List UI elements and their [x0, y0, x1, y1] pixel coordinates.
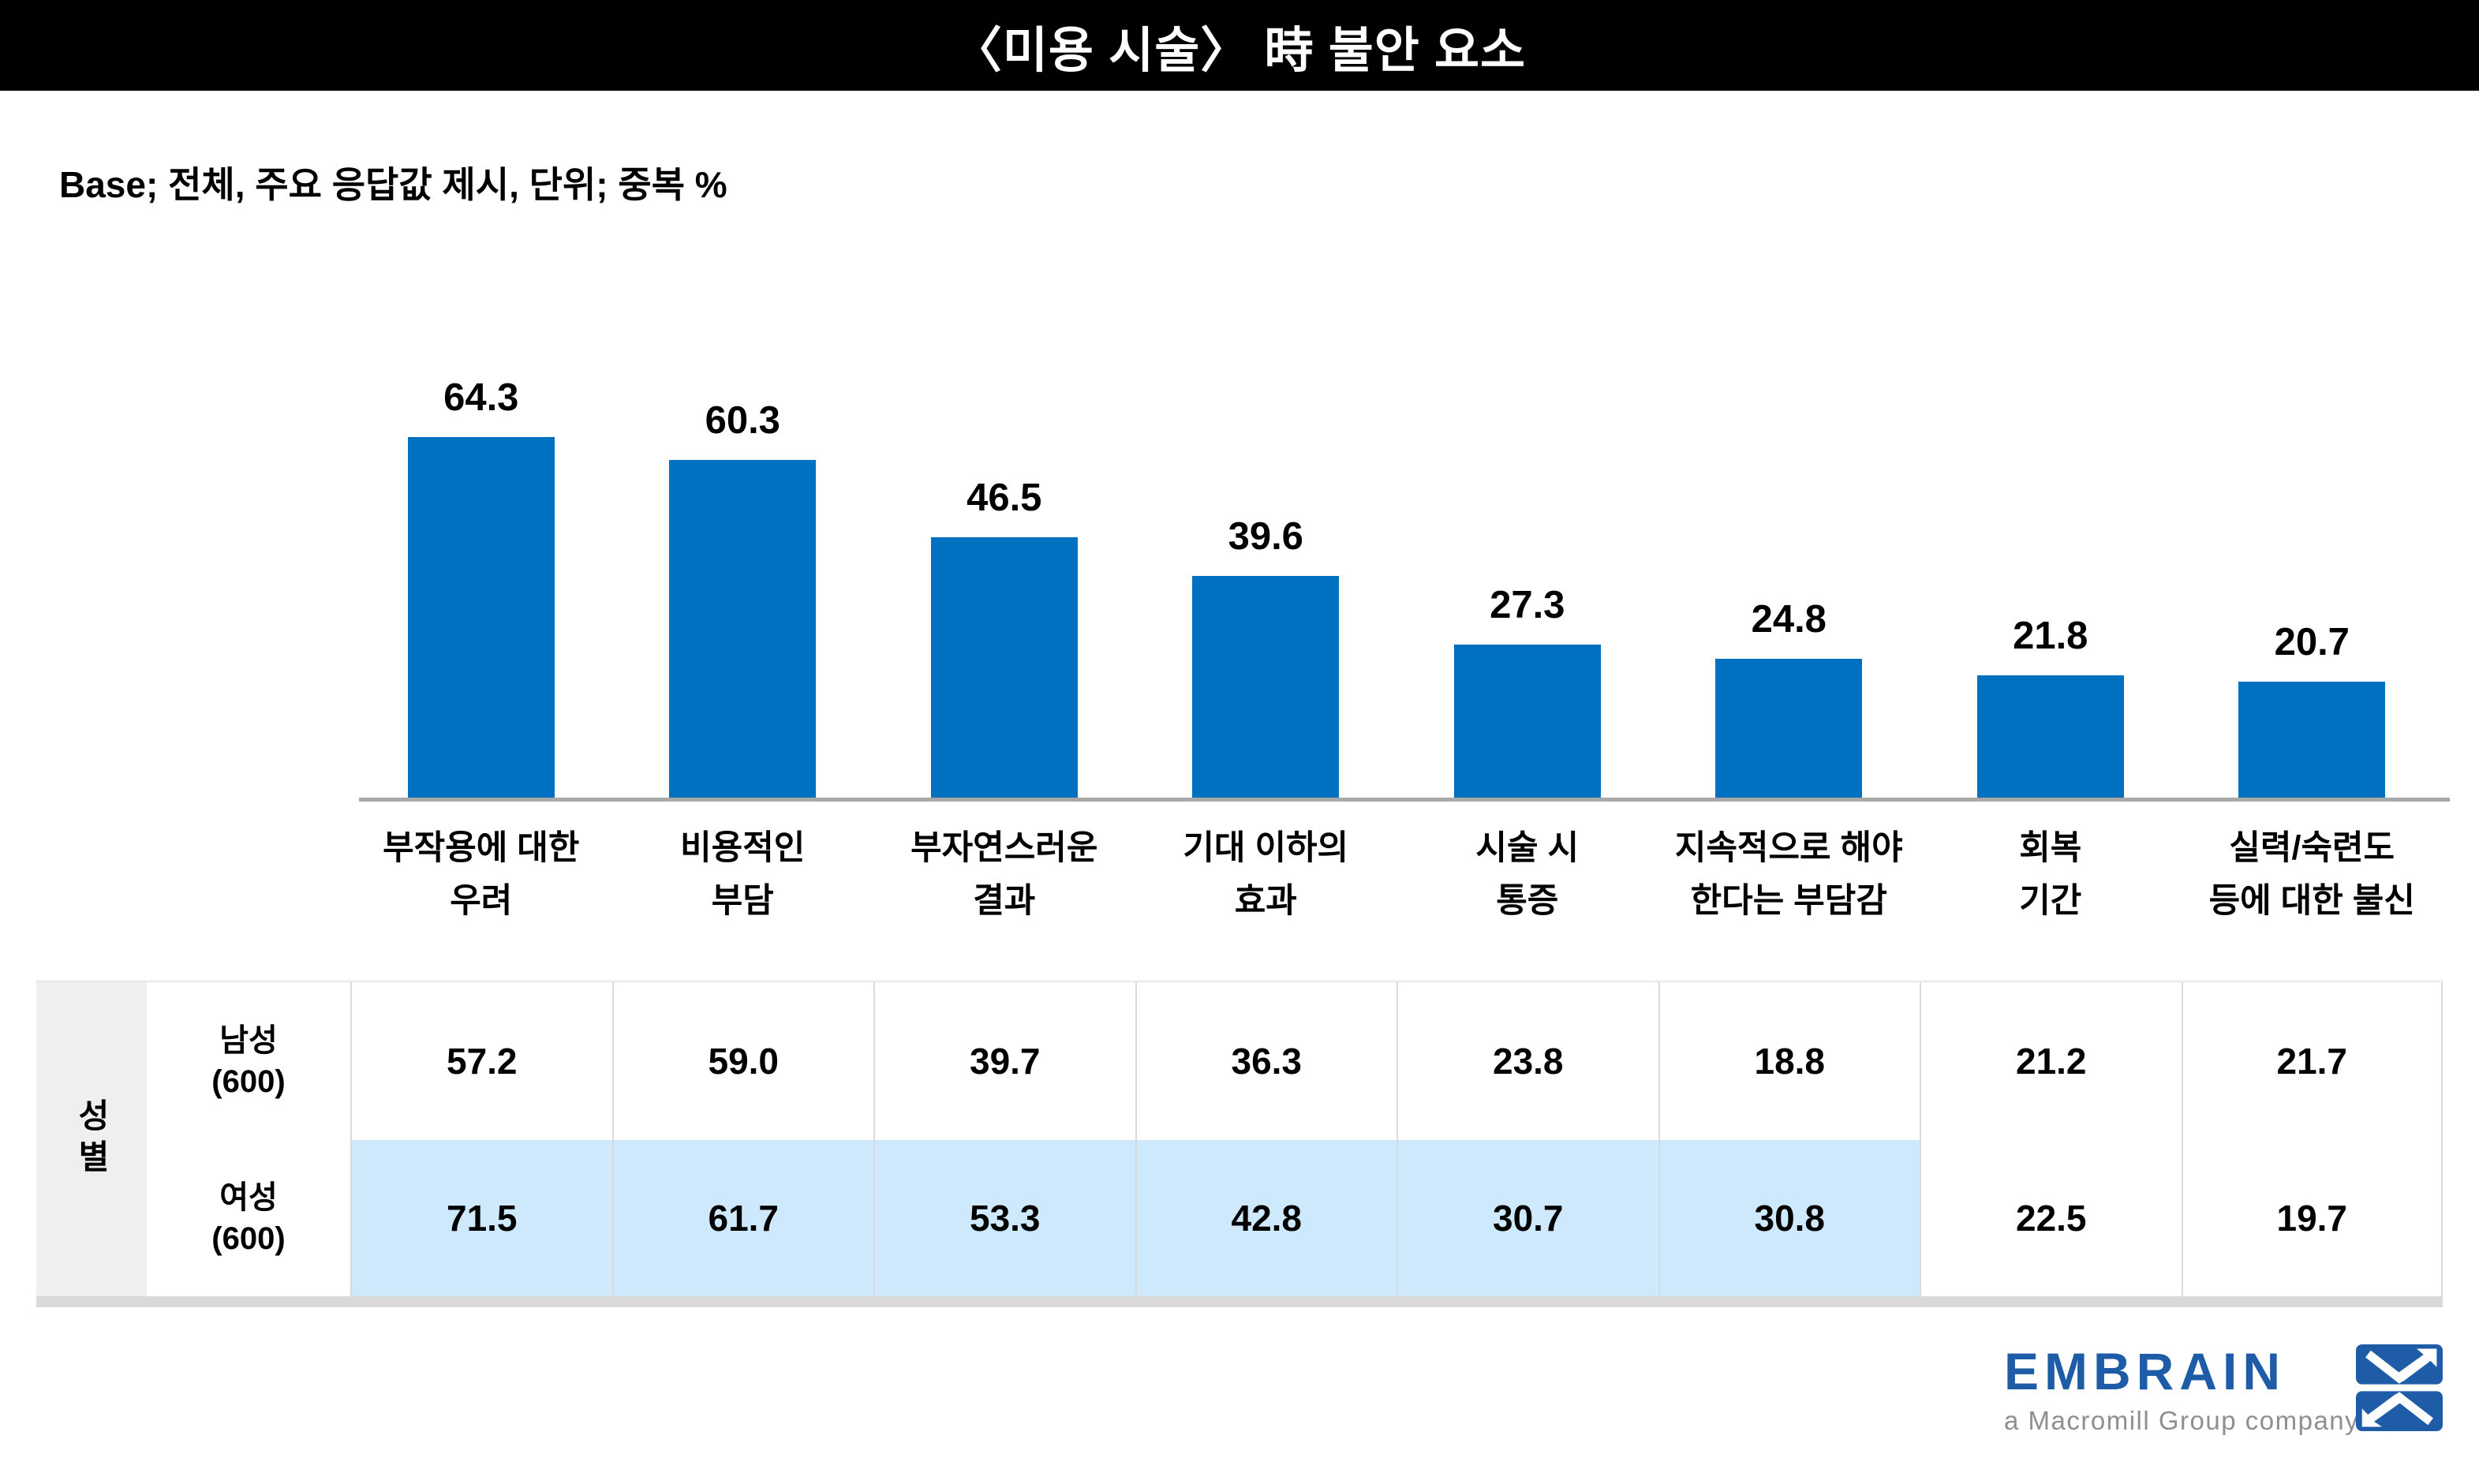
row-label-text: 여성 — [219, 1180, 278, 1215]
bar — [669, 460, 817, 798]
chart-bar-group: 46.5 — [873, 476, 1135, 798]
embrain-logo: EMBRAIN a Macromill Group company — [2004, 1341, 2360, 1436]
bar-value-label: 21.8 — [2013, 615, 2088, 657]
bar-value-label: 46.5 — [967, 477, 1042, 519]
chart-bars: 64.3 60.3 46.5 39.6 27.3 24.8 21.8 20.7 — [350, 284, 2443, 798]
category-label: 회복 기간 — [2019, 829, 2082, 920]
table-cell: 36.3 — [1135, 982, 1397, 1140]
bar — [2238, 682, 2386, 798]
title-bar: 〈미용 시술〉 時 불안 요소 — [0, 0, 2479, 91]
table-cell: 42.8 — [1135, 1140, 1397, 1296]
table-cell: 19.7 — [2181, 1140, 2443, 1296]
category-label: 시술 시 통증 — [1475, 829, 1580, 920]
bar-value-label: 60.3 — [705, 399, 780, 442]
table-cell: 39.7 — [873, 982, 1135, 1140]
embrain-logo-text: EMBRAIN — [2004, 1342, 2286, 1400]
row-label-base: (600) — [211, 1221, 286, 1256]
row-label-base: (600) — [211, 1064, 286, 1099]
table-cell: 22.5 — [1920, 1140, 2182, 1296]
category-label: 부작용에 대한 우려 — [383, 829, 580, 920]
table-cell: 53.3 — [873, 1140, 1135, 1296]
bar — [1453, 645, 1601, 798]
category-label: 기대 이하의 효과 — [1183, 829, 1349, 920]
bar-value-label: 39.6 — [1228, 515, 1303, 558]
table-group-label: 성별 — [36, 982, 147, 1296]
table-cell: 59.0 — [611, 982, 873, 1140]
table-cell: 57.2 — [350, 982, 612, 1140]
category-label: 실력/숙련도 등에 대한 불신 — [2208, 829, 2415, 920]
macromill-logo-mark — [2356, 1344, 2443, 1431]
base-note: Base; 전체, 주요 응답값 제시, 단위; 중복 % — [59, 164, 727, 205]
chart-axis-line — [359, 798, 2450, 802]
table-cell: 71.5 — [350, 1140, 612, 1296]
category-label: 지속적으로 해야 한다는 부담감 — [1674, 829, 1903, 920]
table-row-label-female: 여성 (600) — [147, 1140, 350, 1296]
chart-bar-group: 64.3 — [350, 376, 612, 798]
bar-value-label: 20.7 — [2274, 621, 2350, 664]
category-label: 부자연스러운 결과 — [910, 829, 1098, 920]
table-cell: 18.8 — [1658, 982, 1920, 1140]
chart-bar-group: 39.6 — [1135, 514, 1397, 798]
bar — [407, 437, 555, 798]
chart-bar-group: 60.3 — [612, 398, 874, 798]
chart-bar-group: 24.8 — [1658, 597, 1920, 798]
table-cell: 21.2 — [1920, 982, 2182, 1140]
bar-value-label: 64.3 — [443, 376, 519, 419]
chart-bar-group: 20.7 — [2182, 620, 2443, 798]
table-cell: 30.7 — [1397, 1140, 1658, 1296]
table-cell: 21.7 — [2181, 982, 2443, 1140]
category-label: 비용적인 부담 — [680, 829, 806, 920]
bar — [1192, 576, 1340, 798]
row-label-text: 남성 — [219, 1023, 278, 1058]
table-cell: 23.8 — [1397, 982, 1658, 1140]
bar — [1976, 675, 2124, 798]
chart-bar-group: 27.3 — [1397, 583, 1658, 798]
bar-value-label: 24.8 — [1751, 598, 1827, 641]
table-cell: 61.7 — [611, 1140, 873, 1296]
chart-bar-group: 21.8 — [1920, 614, 2182, 798]
bar — [930, 537, 1078, 798]
table-bottom-shadow — [36, 1296, 2443, 1307]
page-title: 〈미용 시술〉 時 불안 요소 — [952, 23, 1527, 78]
data-table: 성별 남성 (600) 57.2 59.0 39.7 36.3 23.8 18.8 21.2 21.… — [36, 981, 2443, 1296]
embrain-logo-tagline: a Macromill Group company — [2004, 1406, 2360, 1435]
bar-value-label: 27.3 — [1490, 584, 1565, 626]
table-cell: 30.8 — [1658, 1140, 1920, 1296]
table-row-label-male: 남성 (600) — [147, 982, 350, 1140]
bar — [1715, 659, 1863, 798]
chart-category-labels: 부작용에 대한 우려 비용적인 부담 부자연스러운 결과 기대 이하의 효과 시술 시 … — [350, 822, 2443, 927]
